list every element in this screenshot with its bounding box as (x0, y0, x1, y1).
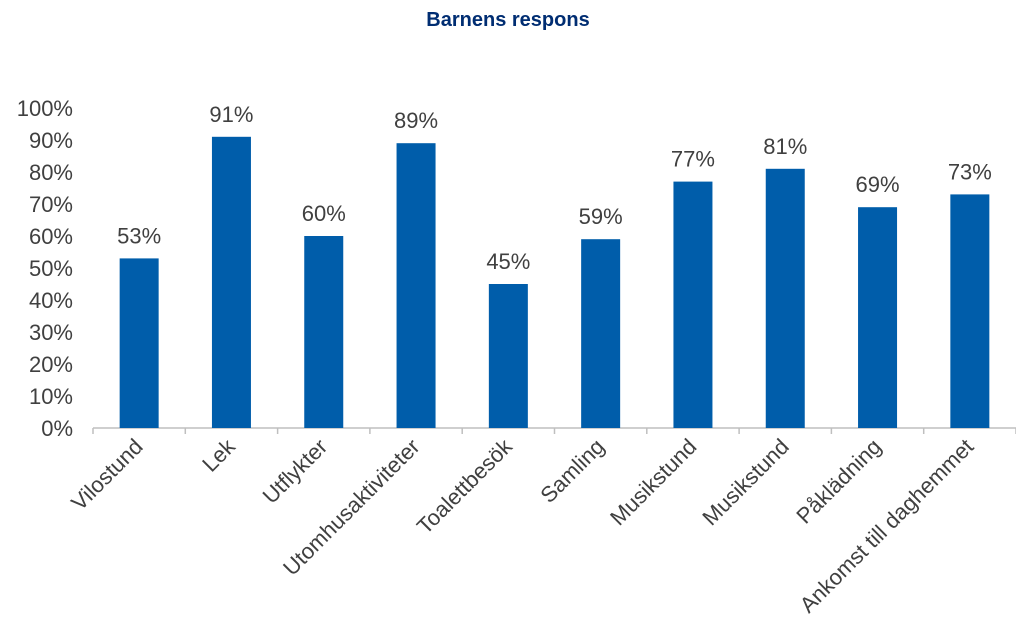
bar (950, 194, 990, 428)
bar (396, 143, 436, 428)
x-tick-label: Vilostund (66, 434, 147, 515)
y-tick-label: 0% (41, 416, 73, 441)
data-label: 60% (302, 201, 346, 226)
bar (119, 258, 159, 428)
data-label: 73% (948, 159, 992, 184)
x-tick-label: Musikstund (697, 434, 793, 530)
x-tick-label: Samling (535, 434, 609, 508)
y-tick-label: 80% (29, 160, 73, 185)
x-tick-label: Påklädning (791, 434, 886, 529)
bar (304, 236, 344, 428)
x-tick-label: Ankomst till daghemmet (795, 434, 979, 618)
data-label: 69% (856, 172, 900, 197)
x-tick-label: Musikstund (605, 434, 701, 530)
y-tick-label: 30% (29, 320, 73, 345)
chart-title: Barnens respons (426, 9, 590, 31)
data-label: 59% (579, 204, 623, 229)
y-tick-label: 20% (29, 352, 73, 377)
data-label: 89% (394, 108, 438, 133)
y-tick-label: 70% (29, 192, 73, 217)
y-tick-label: 10% (29, 384, 73, 409)
data-label: 53% (117, 223, 161, 248)
bar (581, 239, 621, 428)
data-label: 81% (763, 134, 807, 159)
y-tick-label: 60% (29, 224, 73, 249)
data-label: 91% (209, 102, 253, 127)
bar (765, 168, 805, 429)
x-tick-label: Lek (197, 433, 240, 476)
x-tick-label: Toalettbesök (412, 433, 518, 539)
bar (673, 181, 713, 428)
y-tick-label: 90% (29, 128, 73, 153)
y-tick-label: 50% (29, 256, 73, 281)
data-label: 77% (671, 147, 715, 172)
y-tick-label: 100% (17, 96, 73, 121)
bar (488, 284, 528, 428)
bar (858, 207, 898, 428)
bar (211, 136, 251, 429)
y-tick-label: 40% (29, 288, 73, 313)
data-label: 45% (486, 249, 530, 274)
x-tick-label: Utflykter (258, 434, 333, 509)
